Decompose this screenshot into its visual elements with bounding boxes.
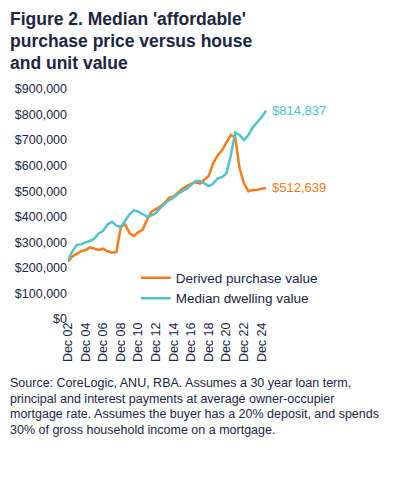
svg-text:Dec 08: Dec 08 <box>114 322 128 362</box>
svg-text:$500,000: $500,000 <box>15 185 67 199</box>
svg-text:$300,000: $300,000 <box>15 236 67 250</box>
svg-text:Dec 02: Dec 02 <box>61 322 75 362</box>
svg-text:Dec 14: Dec 14 <box>167 322 181 362</box>
svg-text:Median dwelling value: Median dwelling value <box>176 291 309 306</box>
svg-text:$800,000: $800,000 <box>15 108 67 122</box>
svg-text:$0: $0 <box>53 312 67 326</box>
svg-text:Dec 18: Dec 18 <box>202 322 216 362</box>
svg-text:$600,000: $600,000 <box>15 159 67 173</box>
svg-text:Dec 10: Dec 10 <box>131 322 145 362</box>
svg-text:$700,000: $700,000 <box>15 133 67 147</box>
svg-text:Dec 04: Dec 04 <box>79 322 93 362</box>
svg-text:Dec 12: Dec 12 <box>149 322 163 362</box>
svg-text:Dec 24: Dec 24 <box>255 322 269 362</box>
svg-text:$512,639: $512,639 <box>272 180 326 195</box>
svg-text:Dec 06: Dec 06 <box>96 322 110 362</box>
svg-text:$814,837: $814,837 <box>272 103 326 118</box>
svg-text:Derived purchase value: Derived purchase value <box>176 271 318 286</box>
svg-text:$400,000: $400,000 <box>15 210 67 224</box>
html-text:Source: CoreLogic, ANU, RBA. A: Source: CoreLogic, ANU, RBA. Assumes a 3… <box>10 376 379 437</box>
svg-text:$100,000: $100,000 <box>15 287 67 301</box>
html-text:Figure 2. Median 'affordable': Figure 2. Median 'affordable' purchase p… <box>10 9 253 73</box>
svg-text:$900,000: $900,000 <box>15 82 67 96</box>
svg-text:Dec 22: Dec 22 <box>237 322 251 362</box>
svg-text:$200,000: $200,000 <box>15 261 67 275</box>
svg-text:Dec 16: Dec 16 <box>184 322 198 362</box>
svg-text:Dec 20: Dec 20 <box>219 322 233 362</box>
